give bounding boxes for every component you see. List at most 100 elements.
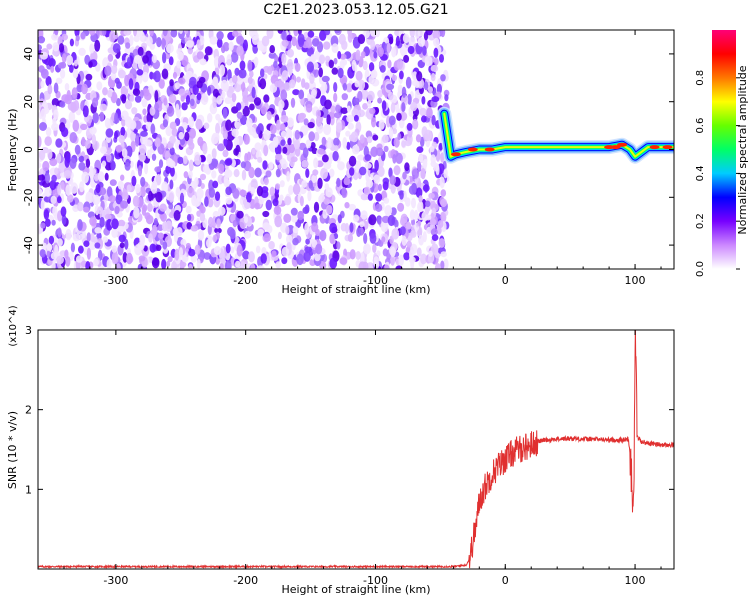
spectrogram-cell xyxy=(151,180,158,189)
spectrogram-cell xyxy=(363,30,370,39)
spectrogram-cell xyxy=(274,80,282,88)
spectrogram-cell xyxy=(259,78,267,90)
spectrogram-cell xyxy=(391,46,397,58)
spectrogram-cell xyxy=(133,206,140,219)
spectrogram-cell xyxy=(287,137,292,146)
spectrogram-cell xyxy=(185,40,194,48)
spectrogram-cell xyxy=(144,92,152,101)
spectrogram-cell xyxy=(287,48,294,58)
spectrogram-cell xyxy=(146,149,152,159)
spectrogram-cell xyxy=(40,242,47,249)
snr-y-tick-label: 3 xyxy=(25,324,32,337)
spectrogram-cell xyxy=(195,118,203,130)
spectrogram-cell xyxy=(263,233,271,242)
spectrogram-cell xyxy=(115,194,123,205)
spectrogram-cell xyxy=(363,243,371,255)
spectrogram-cell xyxy=(137,46,144,57)
spectrogram-cell xyxy=(72,119,80,132)
spectrogram-cell xyxy=(420,168,426,180)
spectrogram-cell xyxy=(317,148,326,155)
spectrogram-cell xyxy=(262,222,271,231)
spectrogram-cell xyxy=(158,159,164,169)
spectrogram-cell xyxy=(301,159,309,168)
spectrogram-cell xyxy=(440,251,447,258)
spectrogram-cell xyxy=(351,59,357,72)
spectrogram-cell xyxy=(132,88,141,96)
spectrogram-cell xyxy=(57,183,62,196)
figure-title: C2E1.2023.053.12.05.G21 xyxy=(263,2,448,18)
spectrogram-x-tick-label: 100 xyxy=(625,274,646,287)
spectrogram-cell xyxy=(362,60,368,71)
spectrogram-cell xyxy=(352,172,360,180)
colorbar-tick-label: 0.0 xyxy=(695,261,706,277)
spectrogram-cell xyxy=(312,38,320,47)
spectrogram-cell xyxy=(247,76,253,84)
spectrogram-cell xyxy=(85,261,91,269)
spectrogram-cell xyxy=(128,78,134,90)
snr-y-tick-label: 1 xyxy=(25,483,32,496)
spectrogram-cell xyxy=(305,168,310,179)
spectrogram-cell xyxy=(280,115,289,123)
spectrogram-cell xyxy=(38,36,46,44)
spectrogram-cell xyxy=(155,191,163,203)
spectrogram-cell xyxy=(149,243,157,253)
spectrogram-cell xyxy=(187,186,195,198)
spectrogram-cell xyxy=(381,100,387,111)
spectrogram-cell xyxy=(106,153,112,163)
spectrogram-cell xyxy=(436,83,442,95)
spectrogram-cell xyxy=(315,115,322,127)
spectrogram-cell xyxy=(262,210,270,218)
spectrogram-cell xyxy=(89,43,95,54)
spectrogram-cell xyxy=(307,121,315,129)
spectrogram-cell xyxy=(286,234,293,245)
spectrogram-cell xyxy=(211,148,217,159)
spectrogram-cell xyxy=(313,201,320,213)
spectrogram-cell xyxy=(372,134,379,141)
spectrogram-cell xyxy=(178,131,185,140)
spectrogram-cell xyxy=(396,112,402,121)
spectrogram-cell xyxy=(414,30,421,39)
spectrogram-cell xyxy=(343,248,348,258)
spectrogram-cell xyxy=(114,131,118,140)
spectrogram-cell xyxy=(78,47,86,57)
spectrogram-cell xyxy=(269,45,276,54)
spectrogram-cell xyxy=(397,58,403,70)
spectrogram-x-tick-label: -200 xyxy=(233,274,258,287)
spectrogram-cell xyxy=(48,235,55,245)
spectrogram-cell xyxy=(367,100,372,108)
spectrogram-cell xyxy=(280,139,286,146)
spectrogram-cell xyxy=(224,97,232,105)
spectrogram-cell xyxy=(64,94,72,105)
spectrogram-cell xyxy=(336,241,341,250)
spectrogram-x-ticks: -300 -200 -100 0 100 xyxy=(37,30,662,287)
spectrogram-cell xyxy=(224,260,232,269)
spectrogram-cell xyxy=(321,136,327,146)
spectrogram-cell xyxy=(224,158,233,166)
spectrogram-cell xyxy=(161,68,169,80)
spectrogram-cell xyxy=(90,232,95,243)
spectrogram-cell xyxy=(219,263,224,269)
spectrogram-cell xyxy=(348,155,357,167)
spectrogram-cell xyxy=(106,259,112,269)
spectrogram-cell xyxy=(162,52,167,64)
spectrogram-cell xyxy=(419,107,427,117)
spectrogram-cell xyxy=(251,86,256,99)
spectrogram-cell xyxy=(266,66,273,75)
spectrogram-cell xyxy=(84,140,91,149)
spectrogram-cell xyxy=(99,111,105,122)
spectrogram-cell xyxy=(176,227,183,237)
spectrogram-cell xyxy=(138,153,146,162)
spectrogram-cell xyxy=(366,136,373,144)
spectrogram-cell xyxy=(367,90,375,102)
spectrogram-cell xyxy=(241,169,247,181)
spectrogram-cell xyxy=(329,257,338,269)
spectrogram-cell xyxy=(239,189,247,196)
spectrogram-cell xyxy=(69,132,78,144)
spectrogram-cell xyxy=(360,89,369,100)
spectrogram-cell xyxy=(390,254,395,266)
spectrogram-cell xyxy=(102,236,109,243)
spectrogram-cell xyxy=(357,109,366,118)
spectrogram-cell xyxy=(288,185,294,195)
spectrogram-cell xyxy=(300,98,305,106)
spectrogram-cell xyxy=(115,263,121,269)
